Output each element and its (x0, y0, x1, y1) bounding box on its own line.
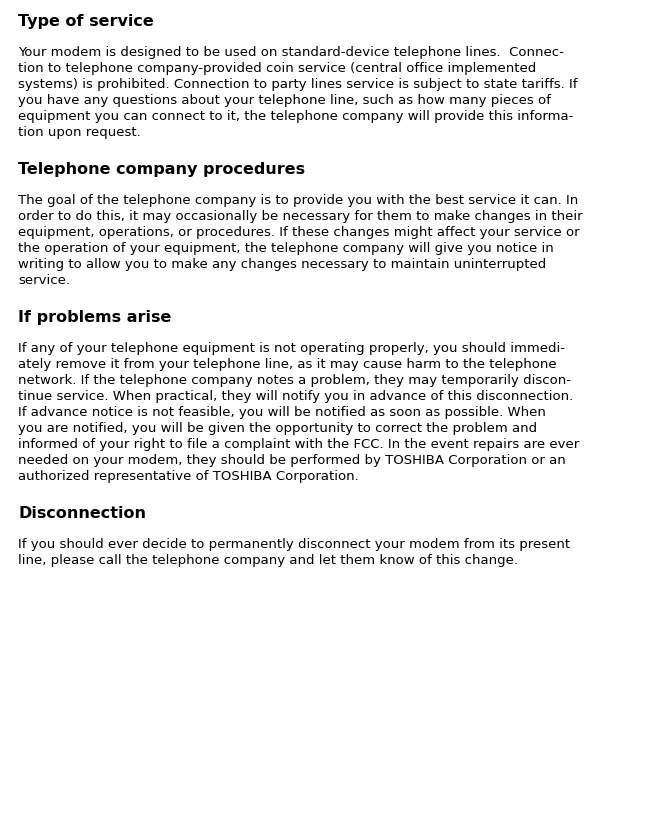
Text: If any of your telephone equipment is not operating properly, you should immedi-: If any of your telephone equipment is no… (18, 342, 565, 355)
Text: order to do this, it may occasionally be necessary for them to make changes in t: order to do this, it may occasionally be… (18, 210, 583, 223)
Text: writing to allow you to make any changes necessary to maintain uninterrupted: writing to allow you to make any changes… (18, 258, 546, 271)
Text: ately remove it from your telephone line, as it may cause harm to the telephone: ately remove it from your telephone line… (18, 358, 557, 371)
Text: systems) is prohibited. Connection to party lines service is subject to state ta: systems) is prohibited. Connection to pa… (18, 78, 578, 91)
Text: tinue service. When practical, they will notify you in advance of this disconnec: tinue service. When practical, they will… (18, 390, 574, 403)
Text: Your modem is designed to be used on standard-device telephone lines.  Connec-: Your modem is designed to be used on sta… (18, 46, 564, 59)
Text: If problems arise: If problems arise (18, 310, 172, 325)
Text: you are notified, you will be given the opportunity to correct the problem and: you are notified, you will be given the … (18, 422, 537, 435)
Text: service.: service. (18, 274, 70, 287)
Text: authorized representative of TOSHIBA Corporation.: authorized representative of TOSHIBA Cor… (18, 470, 358, 483)
Text: tion to telephone company-provided coin service (central office implemented: tion to telephone company-provided coin … (18, 62, 536, 75)
Text: Telephone company procedures: Telephone company procedures (18, 162, 305, 177)
Text: informed of your right to file a complaint with the FCC. In the event repairs ar: informed of your right to file a complai… (18, 438, 580, 451)
Text: you have any questions about your telephone line, such as how many pieces of: you have any questions about your teleph… (18, 94, 551, 107)
Text: The goal of the telephone company is to provide you with the best service it can: The goal of the telephone company is to … (18, 194, 578, 207)
Text: Disconnection: Disconnection (18, 506, 146, 521)
Text: tion upon request.: tion upon request. (18, 126, 141, 139)
Text: equipment you can connect to it, the telephone company will provide this informa: equipment you can connect to it, the tel… (18, 110, 574, 123)
Text: needed on your modem, they should be performed by TOSHIBA Corporation or an: needed on your modem, they should be per… (18, 454, 565, 467)
Text: network. If the telephone company notes a problem, they may temporarily discon-: network. If the telephone company notes … (18, 374, 571, 387)
Text: the operation of your equipment, the telephone company will give you notice in: the operation of your equipment, the tel… (18, 242, 553, 255)
Text: If advance notice is not feasible, you will be notified as soon as possible. Whe: If advance notice is not feasible, you w… (18, 406, 546, 419)
Text: equipment, operations, or procedures. If these changes might affect your service: equipment, operations, or procedures. If… (18, 226, 580, 239)
Text: line, please call the telephone company and let them know of this change.: line, please call the telephone company … (18, 554, 518, 567)
Text: Type of service: Type of service (18, 14, 153, 29)
Text: If you should ever decide to permanently disconnect your modem from its present: If you should ever decide to permanently… (18, 538, 570, 551)
